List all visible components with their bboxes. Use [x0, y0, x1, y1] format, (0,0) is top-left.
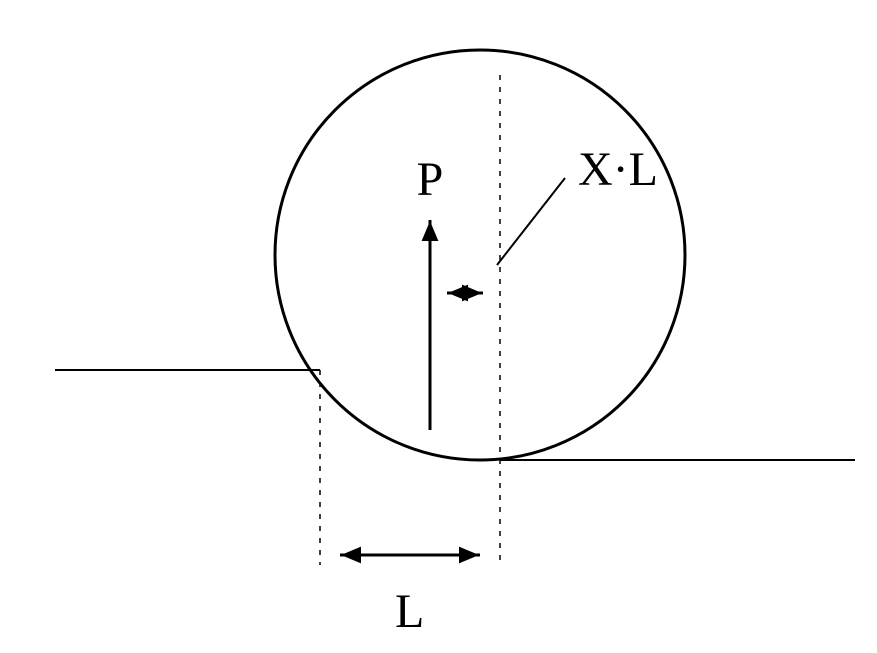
label-l: L — [395, 585, 424, 638]
label-p: P — [417, 153, 444, 206]
label-xl: X·L — [578, 143, 658, 196]
circle — [275, 50, 685, 460]
lead-xl — [497, 178, 565, 265]
diagram: P X·L L — [0, 0, 877, 653]
